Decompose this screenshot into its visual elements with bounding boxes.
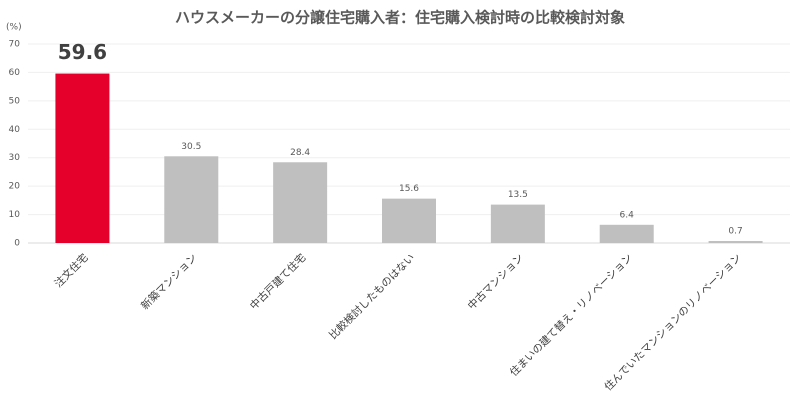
data-label: 0.7	[728, 227, 742, 237]
data-label: 15.6	[399, 184, 419, 194]
y-tick-label: 70	[9, 40, 21, 50]
data-label: 30.5	[181, 142, 201, 152]
y-tick-label: 50	[9, 96, 21, 106]
x-tick-label: 中古戸建て住宅	[247, 251, 308, 312]
bar	[708, 241, 763, 243]
bar	[382, 198, 436, 243]
x-tick-label: 住んでいたマンションのリノベーション	[601, 251, 743, 393]
y-axis-label: (%)	[6, 23, 22, 33]
y-tick-label: 40	[9, 125, 21, 135]
chart-title: ハウスメーカーの分譲住宅購入者：住宅購入検討時の比較検討対象	[175, 9, 625, 27]
x-tick-label: 比較検討したものはない	[326, 251, 417, 342]
data-label: 59.6	[58, 40, 107, 64]
x-tick-label: 注文住宅	[52, 251, 91, 290]
data-label: 13.5	[508, 190, 528, 200]
y-tick-label: 10	[9, 210, 21, 220]
bar	[490, 204, 545, 243]
y-tick-label: 0	[14, 239, 20, 249]
x-tick-label: 住まいの建て替え・リノベーション	[507, 251, 635, 379]
x-tick-label: 新築マンション	[138, 251, 199, 312]
x-tick-label: 中古マンション	[465, 251, 526, 312]
y-tick-label: 60	[9, 68, 21, 78]
data-label: 6.4	[620, 210, 635, 220]
y-tick-label: 30	[9, 153, 21, 163]
bar	[55, 73, 110, 244]
bar	[164, 156, 219, 243]
bar	[273, 162, 328, 243]
bar	[599, 224, 654, 243]
y-tick-label: 20	[9, 182, 21, 192]
data-label: 28.4	[290, 148, 310, 158]
